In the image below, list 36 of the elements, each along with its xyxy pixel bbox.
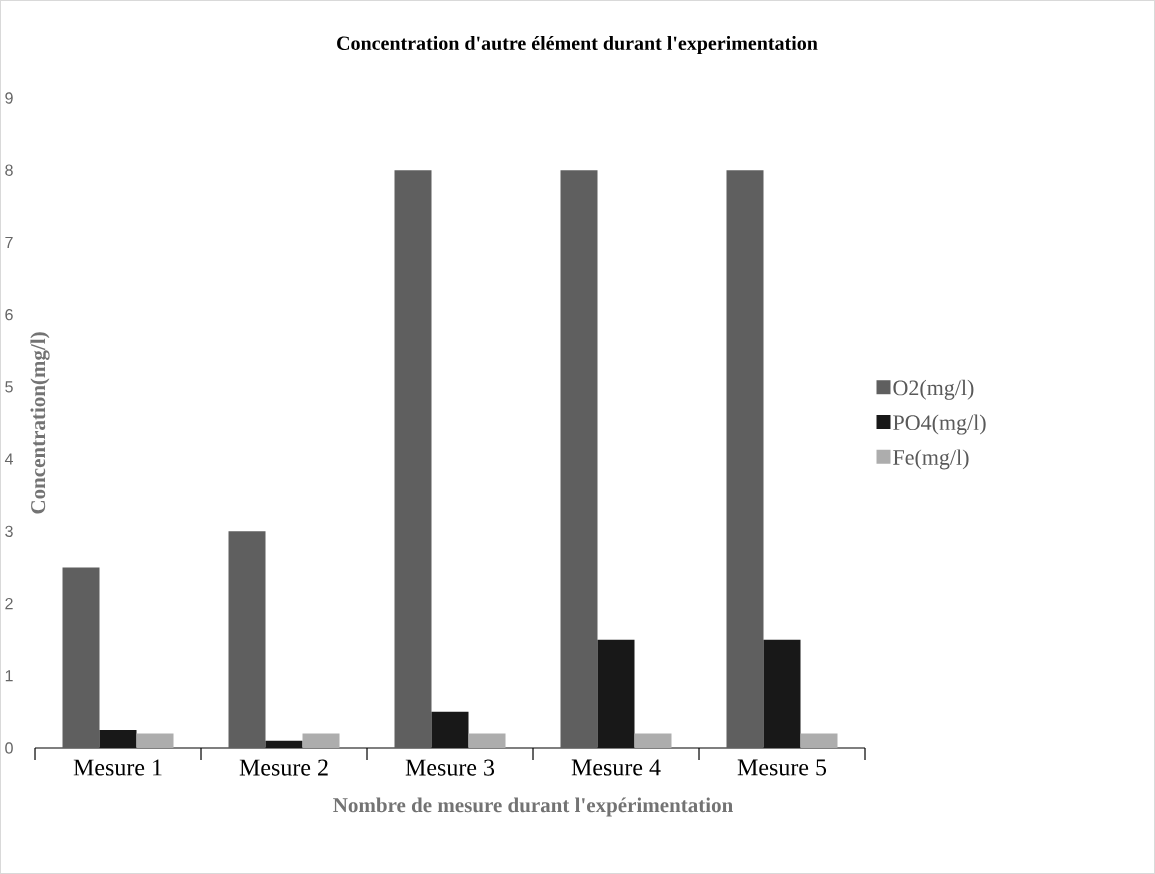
bar — [634, 733, 672, 748]
bar — [468, 733, 506, 748]
y-tick-label: 4 — [4, 453, 13, 465]
bar — [265, 740, 303, 748]
chart-title: Concentration d'autre élément durant l'experimentation — [337, 35, 818, 55]
bar — [302, 733, 340, 748]
bar — [800, 733, 838, 748]
bar — [763, 639, 801, 748]
y-tick-label: 9 — [5, 92, 13, 104]
y-tick-label: 7 — [5, 236, 13, 248]
bar — [136, 733, 174, 748]
bar — [394, 170, 432, 748]
y-tick-label: 3 — [5, 525, 13, 537]
x-tick-label: Mesure 5 — [737, 759, 827, 776]
x-tick-label: Mesure 1 — [73, 759, 162, 776]
bar — [726, 170, 764, 748]
legend-label: PO4(mg/l) — [893, 414, 986, 435]
x-tick-label: Mesure 4 — [571, 759, 661, 776]
bar — [99, 729, 137, 748]
bar — [62, 567, 100, 748]
x-tick-label: Mesure 2 — [239, 759, 328, 776]
legend-label: O2(mg/l) — [893, 379, 974, 400]
bar — [560, 170, 598, 748]
y-tick-label: 5 — [5, 381, 13, 393]
x-axis-title: Nombre de mesure durant l'expérimentation — [333, 797, 733, 817]
legend-label: Fe(mg/l) — [893, 449, 969, 470]
y-tick-label: 8 — [5, 164, 13, 176]
x-tick-label: Mesure 3 — [405, 759, 495, 776]
bar — [228, 531, 266, 748]
y-tick-label: 2 — [5, 597, 13, 610]
bar — [431, 711, 469, 748]
y-tick-label: 0 — [5, 742, 13, 754]
bar — [597, 639, 635, 748]
y-axis-title: Concentration(mg/l) — [30, 332, 50, 514]
y-tick-label: 6 — [5, 309, 13, 321]
y-tick-label: 1 — [5, 670, 13, 682]
